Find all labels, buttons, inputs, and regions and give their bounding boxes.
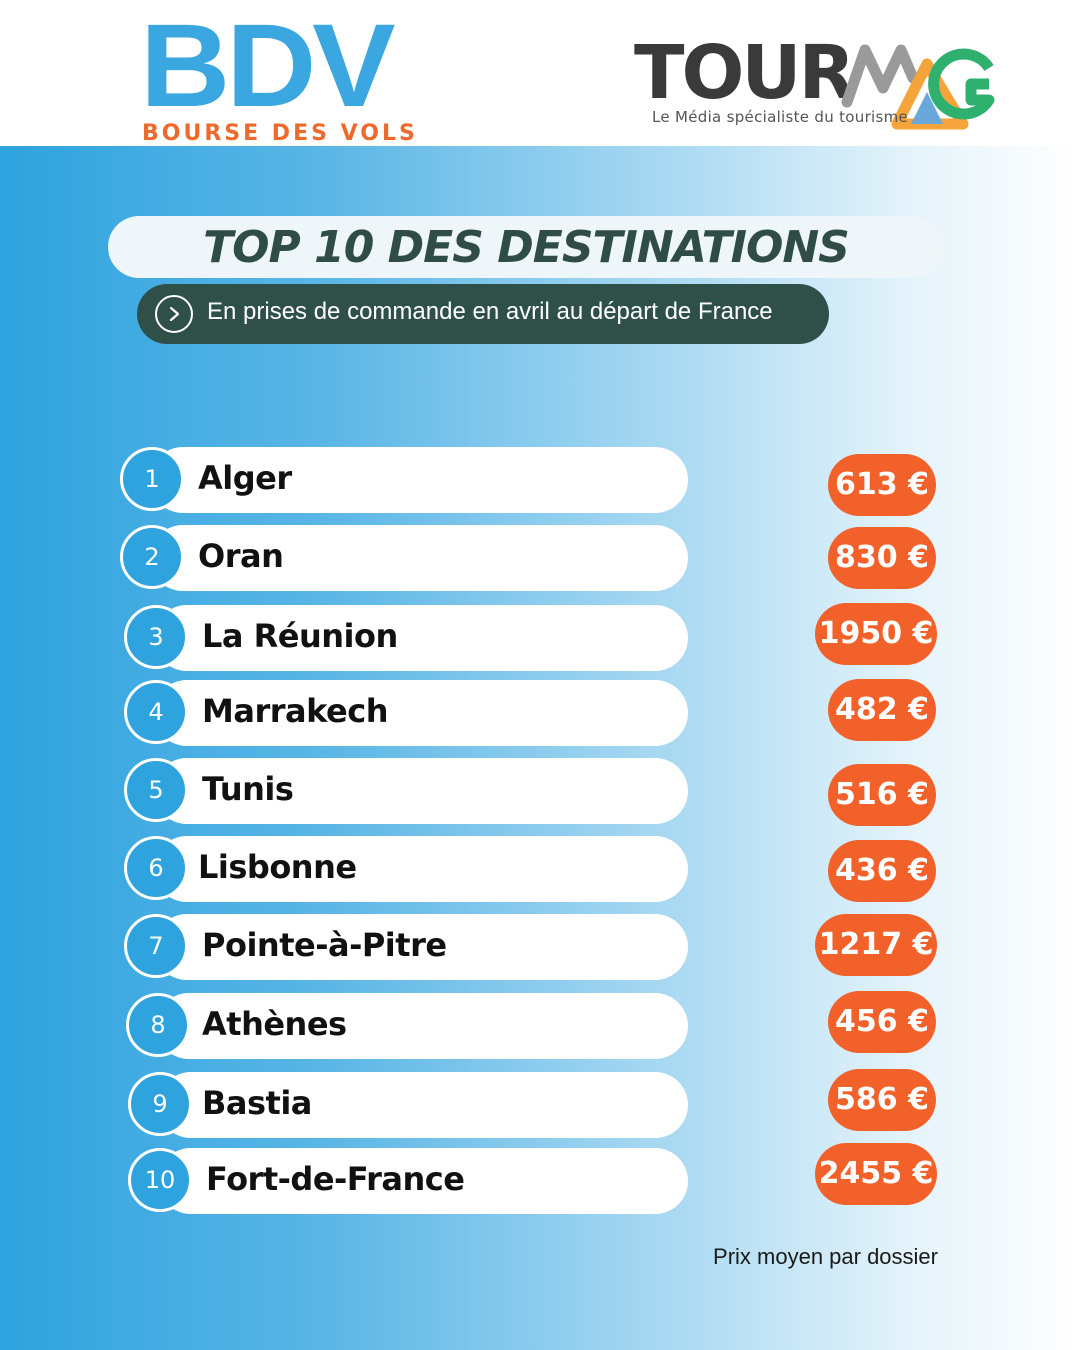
ranking-row-4: 4 Marrakech [124,680,688,746]
rank-badge: 3 [124,605,188,669]
price-badge: 1217 € [815,914,937,976]
bdv-logo-mark: BDV [140,0,396,132]
price-badge: 830 € [828,527,936,589]
price-badge: 436 € [828,840,936,902]
destination-name: La Réunion [202,617,398,655]
destination-name: Pointe-à-Pitre [202,926,447,964]
rank-badge: 4 [124,680,188,744]
rank-badge: 10 [128,1148,192,1212]
tourmag-logo-tagline: Le Média spécialiste du tourisme [652,108,909,126]
ranking-row-1: 1 Alger [120,447,688,513]
ranking-row-6: 6 Lisbonne [124,836,688,902]
ranking-row-bar [154,605,688,671]
footer-note: Prix moyen par dossier [713,1244,938,1269]
page-title: TOP 10 DES DESTINATIONS [203,222,850,273]
tourmag-logo: TOUR Le Média spécialiste du tourisme [634,34,1004,130]
ranking-row-bar [156,993,688,1059]
rank-badge: 1 [120,447,184,511]
rank-badge: 9 [128,1072,192,1136]
rank-badge: 6 [124,836,188,900]
rank-badge: 2 [120,525,184,589]
ranking-row-7: 7 Pointe-à-Pitre [124,914,688,980]
ranking-row-bar [154,680,688,746]
subtitle-banner: En prises de commande en avril au départ… [137,284,829,344]
price-badge: 586 € [828,1069,936,1131]
ranking-row-bar [158,1072,688,1138]
ranking-row-2: 2 Oran [120,525,688,591]
ranking-row-bar [150,447,688,513]
ranking-row-bar [158,1148,688,1214]
title-banner: TOP 10 DES DESTINATIONS [108,216,944,278]
bdv-logo: BDV BOURSE DES VOLS [140,0,415,150]
ranking-row-10: 10 Fort-de-France [128,1148,688,1214]
ranking-row-bar [154,758,688,824]
rank-badge: 7 [124,914,188,978]
bdv-logo-tagline: BOURSE DES VOLS [142,121,418,146]
destination-name: Oran [198,537,284,575]
destination-name: Alger [198,459,292,497]
price-badge: 1950 € [815,603,937,665]
ranking-row-3: 3 La Réunion [124,605,688,671]
destination-name: Fort-de-France [206,1160,465,1198]
destination-name: Lisbonne [198,848,357,886]
destination-name: Tunis [202,770,294,808]
price-badge: 516 € [828,764,936,826]
destination-name: Marrakech [202,692,388,730]
price-badge: 613 € [828,454,936,516]
price-badge: 456 € [828,991,936,1053]
destination-name: Bastia [202,1084,312,1122]
ranking-row-bar [154,836,688,902]
rank-badge: 8 [126,993,190,1057]
ranking-row-5: 5 Tunis [124,758,688,824]
price-badge: 2455 € [815,1143,937,1205]
tourmag-logo-word: TOUR [634,30,855,116]
tourmag-logo-mark [841,44,995,130]
rank-badge: 5 [124,758,188,822]
ranking-row-bar [150,525,688,591]
subtitle: En prises de commande en avril au départ… [207,298,773,325]
chevron-right-circle-icon [155,295,193,333]
destination-name: Athènes [202,1005,347,1043]
ranking-row-bar [154,914,688,980]
price-badge: 482 € [828,679,936,741]
ranking-row-9: 9 Bastia [128,1072,688,1138]
ranking-row-8: 8 Athènes [126,993,688,1059]
